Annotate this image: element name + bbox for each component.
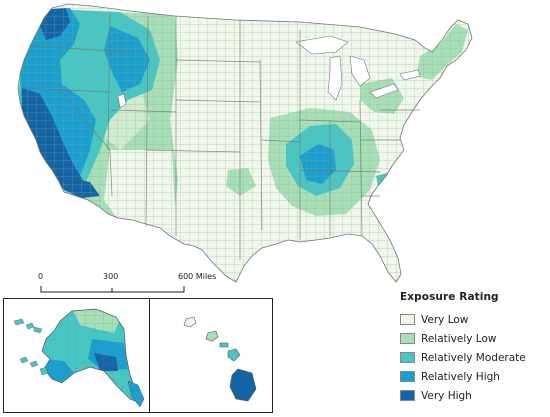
legend-item-relatively-moderate: Relatively Moderate bbox=[400, 348, 550, 367]
island-molokai bbox=[219, 342, 229, 348]
scale-tick-600-value: 600 bbox=[178, 272, 194, 281]
legend-item-very-low: Very Low bbox=[400, 310, 550, 329]
legend-items: Very Low Relatively Low Relatively Moder… bbox=[400, 310, 550, 405]
legend: Exposure Rating Very Low Relatively Low … bbox=[400, 291, 550, 405]
legend-label: Very Low bbox=[421, 313, 469, 326]
legend-swatch bbox=[400, 314, 415, 325]
aleutian-islands bbox=[13, 318, 49, 376]
county-boundaries bbox=[18, 4, 472, 282]
legend-item-relatively-low: Relatively Low bbox=[400, 329, 550, 348]
scale-bar-line bbox=[40, 286, 185, 293]
island-maui bbox=[227, 348, 241, 362]
scale-tick-0: 0 bbox=[38, 272, 44, 281]
alaska-map bbox=[13, 308, 145, 408]
legend-title: Exposure Rating bbox=[400, 291, 499, 303]
scale-bar bbox=[40, 286, 185, 293]
island-oahu bbox=[205, 330, 219, 342]
hawaii-inset bbox=[149, 298, 273, 413]
exposure-regions bbox=[18, 4, 472, 282]
great-lakes bbox=[117, 35, 421, 109]
legend-swatch bbox=[400, 352, 415, 363]
legend-label: Relatively Moderate bbox=[421, 351, 526, 364]
scale-unit: Miles bbox=[195, 272, 217, 281]
legend-item-very-high: Very High bbox=[400, 386, 550, 405]
legend-swatch bbox=[400, 371, 415, 382]
legend-item-relatively-high: Relatively High bbox=[400, 367, 550, 386]
legend-label: Very High bbox=[421, 389, 472, 402]
conus-map bbox=[17, 3, 473, 283]
lake-superior bbox=[295, 35, 349, 55]
lake-ontario bbox=[399, 69, 421, 81]
legend-label: Relatively Low bbox=[421, 332, 497, 345]
island-kauai bbox=[183, 316, 197, 328]
island-hawaii bbox=[229, 368, 257, 402]
lake-michigan bbox=[327, 55, 343, 101]
lake-huron bbox=[349, 55, 371, 87]
legend-swatch bbox=[400, 390, 415, 401]
alaska-inset bbox=[3, 298, 150, 413]
hawaii-map bbox=[183, 316, 257, 402]
alaska-panhandle bbox=[127, 380, 145, 408]
legend-swatch bbox=[400, 333, 415, 344]
region-coast-relatively-high bbox=[392, 178, 408, 202]
lake-erie bbox=[369, 83, 399, 99]
scale-tick-600: 600 Miles bbox=[178, 272, 216, 281]
great-salt-lake bbox=[117, 93, 127, 109]
legend-label: Relatively High bbox=[421, 370, 500, 383]
scale-tick-300: 300 bbox=[103, 272, 119, 281]
conus-outline bbox=[17, 3, 473, 283]
alaska-outline bbox=[41, 308, 141, 404]
